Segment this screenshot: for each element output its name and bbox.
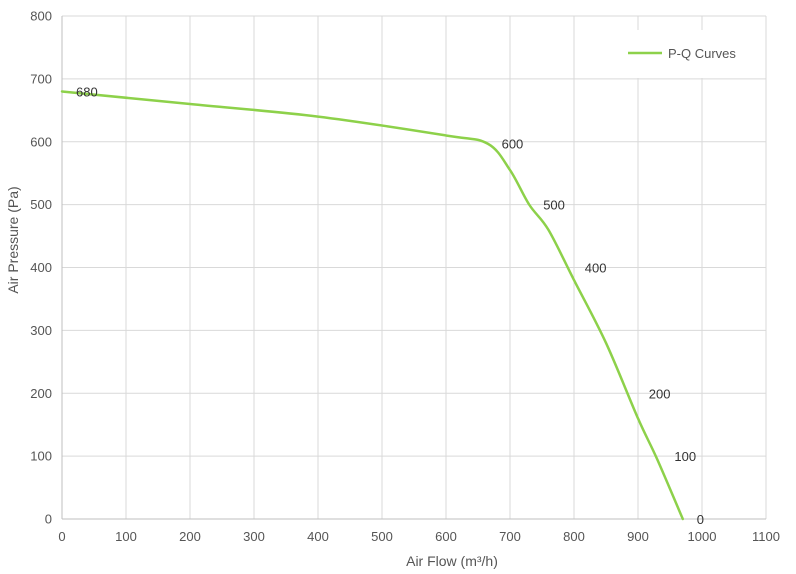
data-label: 400 xyxy=(585,261,607,276)
x-tick-label: 200 xyxy=(179,529,201,544)
x-tick-label: 300 xyxy=(243,529,265,544)
y-tick-label: 600 xyxy=(30,134,52,149)
x-axis-title: Air Flow (m³/h) xyxy=(406,553,498,569)
y-tick-label: 200 xyxy=(30,386,52,401)
x-tick-labels: 0 100 200 300 400 500 600 700 800 900 1000 1100 xyxy=(58,529,780,544)
y-tick-label: 0 xyxy=(45,512,52,527)
data-labels: 680 600 500 400 200 100 0 xyxy=(76,84,704,527)
y-tick-label: 300 xyxy=(30,323,52,338)
series-line-0 xyxy=(60,90,685,521)
x-tick-label: 500 xyxy=(371,529,393,544)
x-tick-label: 900 xyxy=(627,529,649,544)
y-tick-labels: 0 100 200 300 400 500 600 700 800 xyxy=(30,9,52,527)
data-label: 600 xyxy=(502,137,524,152)
x-tick-label: 1000 xyxy=(688,529,717,544)
data-label: 680 xyxy=(76,84,98,99)
legend-entry-label: P-Q Curves xyxy=(668,46,736,61)
y-tick-label: 700 xyxy=(30,71,52,86)
axes xyxy=(61,16,766,520)
y-tick-label: 500 xyxy=(30,197,52,212)
series-group xyxy=(60,90,685,521)
y-tick-label: 800 xyxy=(30,9,52,24)
legend: P-Q Curves xyxy=(612,30,762,78)
x-tick-label: 100 xyxy=(115,529,137,544)
x-tick-label: 700 xyxy=(499,529,521,544)
y-axis-title: Air Pressure (Pa) xyxy=(5,186,21,293)
x-tick-label: 0 xyxy=(58,529,65,544)
x-tick-label: 400 xyxy=(307,529,329,544)
x-tick-label: 1100 xyxy=(752,529,780,544)
x-tick-label: 800 xyxy=(563,529,585,544)
y-tick-label: 400 xyxy=(30,260,52,275)
data-label: 500 xyxy=(543,198,565,213)
grid-lines xyxy=(62,15,767,519)
data-label: 0 xyxy=(697,512,704,527)
data-label: 200 xyxy=(649,386,671,401)
y-tick-label: 100 xyxy=(30,449,52,464)
data-label: 100 xyxy=(674,449,696,464)
x-tick-label: 600 xyxy=(435,529,457,544)
